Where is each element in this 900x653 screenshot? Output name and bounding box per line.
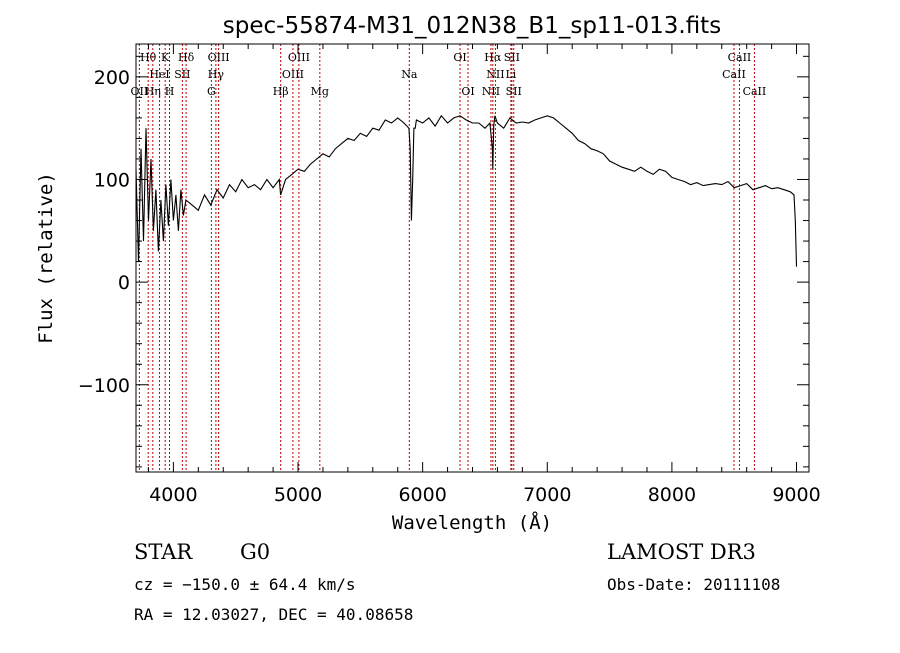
y-axis-label: Flux (relative)	[35, 172, 57, 344]
line-marker-label: Hα	[484, 51, 502, 64]
x-axis-ticks: 4000 5000 6000 7000 8000 9000	[147, 44, 821, 506]
line-marker-label: Na	[401, 68, 418, 81]
line-marker-label: CaII	[722, 68, 746, 81]
y-tick-label: 0	[118, 272, 130, 294]
redshift-velocity: cz = −150.0 ± 64.4 km/s	[134, 575, 356, 594]
x-tick-label: 7000	[523, 484, 571, 506]
line-marker-label: OI	[461, 85, 474, 98]
x-axis-label: Wavelength (Å)	[392, 511, 552, 534]
line-marker-label: OII	[131, 85, 149, 98]
object-class: STAR	[134, 540, 193, 564]
line-marker-label: K	[161, 51, 170, 64]
plot-frame	[135, 43, 810, 473]
line-marker-label: H	[165, 85, 175, 98]
x-tick-label: 8000	[648, 484, 696, 506]
x-tick-label: 4000	[149, 484, 197, 506]
line-marker-label: OIII	[282, 68, 304, 81]
subclass: G0	[240, 540, 270, 564]
line-marker-label: Hβ	[273, 85, 289, 98]
line-marker-label: Hη	[145, 85, 161, 98]
line-marker-label: OIII	[208, 51, 230, 64]
line-marker-label: Hδ	[178, 51, 195, 64]
y-tick-label: 200	[94, 67, 130, 89]
spectrum-series	[135, 114, 798, 267]
line-marker-label: Hγ	[208, 68, 225, 81]
y-tick-label: −100	[78, 375, 130, 397]
line-marker-label: Li	[505, 68, 516, 81]
line-marker-label: NII	[482, 85, 500, 98]
line-marker-label: SII	[506, 85, 522, 98]
line-marker-label: SII	[504, 51, 520, 64]
line-marker-label: SII	[174, 68, 190, 81]
x-tick-label: 9000	[772, 484, 820, 506]
line-marker-label: Hθ	[140, 51, 157, 64]
chart-title: spec-55874-M31_012N38_B1_sp11-013.fits	[223, 13, 721, 39]
line-marker-label: NII	[486, 68, 504, 81]
line-marker-label: Mg	[311, 85, 329, 98]
line-marker-label: OI	[453, 51, 466, 64]
line-marker-label: G	[207, 85, 216, 98]
x-tick-label: 5000	[274, 484, 322, 506]
y-tick-label: 100	[94, 169, 130, 191]
line-marker-label: OIII	[288, 51, 310, 64]
line-marker-label: CaII	[728, 51, 752, 64]
observation-date: Obs-Date: 20111108	[607, 575, 780, 594]
survey-name: LAMOST DR3	[607, 540, 756, 564]
line-marker-label: CaII	[743, 85, 767, 98]
line-marker-label: HeI	[149, 68, 169, 81]
coordinates: RA = 12.03027, DEC = 40.08658	[134, 605, 413, 624]
x-tick-label: 6000	[398, 484, 446, 506]
y-axis-ticks: −100 0 100 200	[78, 55, 809, 468]
